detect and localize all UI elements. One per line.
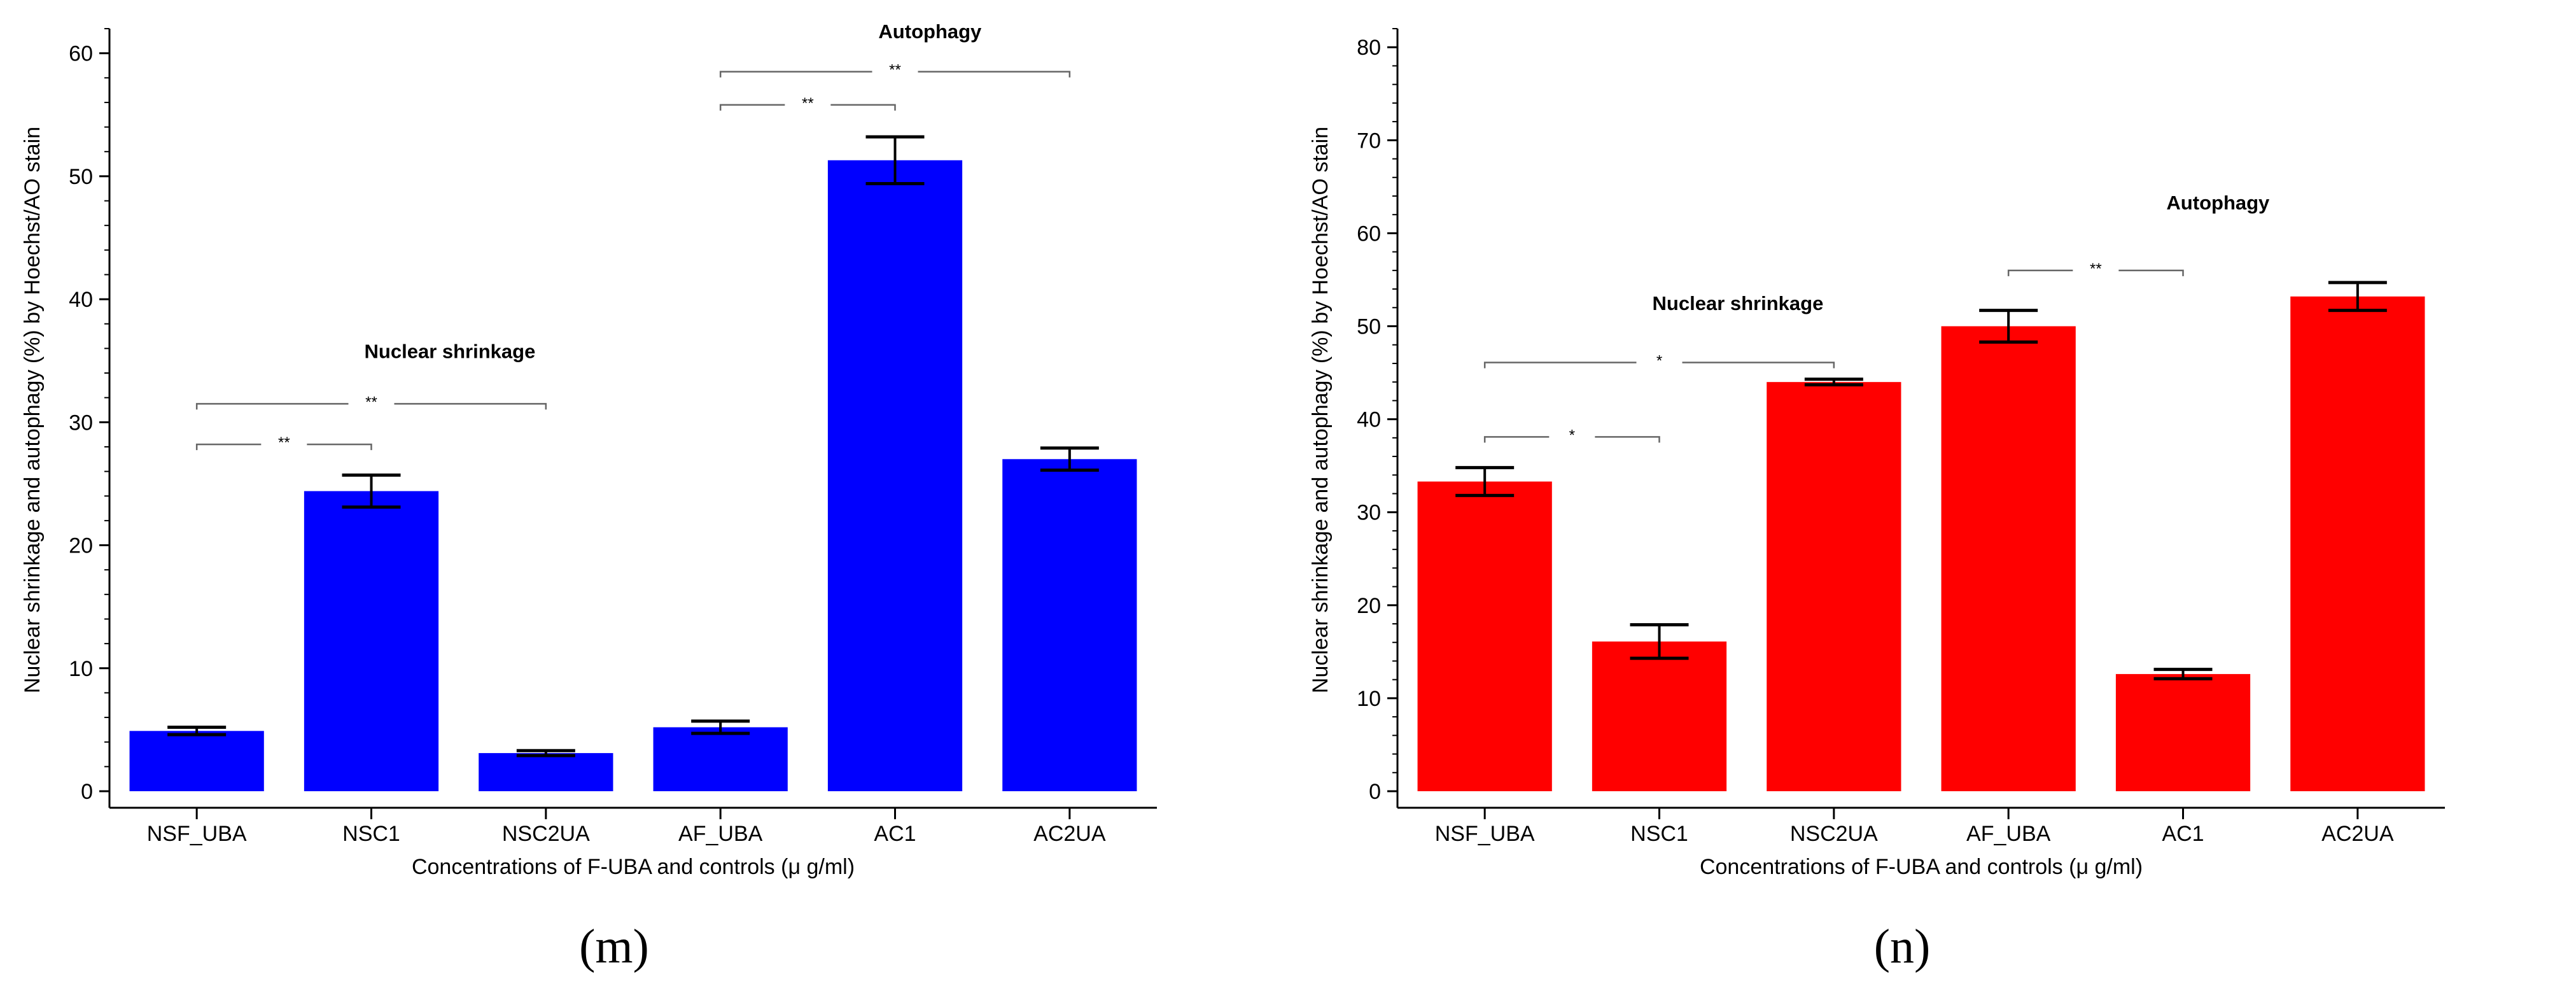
significance-bracket-right bbox=[830, 104, 896, 111]
bar-af-uba bbox=[653, 727, 788, 791]
y-tick-label: 40 bbox=[69, 288, 93, 312]
y-axis-label: Nuclear shrinkage and autophagy (%) by H… bbox=[1308, 127, 1333, 693]
significance-label: ** bbox=[365, 393, 377, 411]
y-tick-label: 60 bbox=[69, 42, 93, 66]
x-axis-label: Concentrations of F-UBA and controls (μ … bbox=[412, 855, 855, 879]
bar-nsc1 bbox=[304, 491, 439, 791]
x-tick-label: NSC1 bbox=[342, 822, 400, 846]
bar-ac1 bbox=[827, 160, 963, 792]
y-tick-label: 50 bbox=[1357, 315, 1381, 339]
y-tick-label: 50 bbox=[69, 165, 93, 189]
y-tick-label: 20 bbox=[69, 534, 93, 558]
x-tick-label: AC2UA bbox=[2321, 822, 2394, 846]
significance-bracket-right bbox=[918, 71, 1071, 78]
bar-nsf-uba bbox=[129, 731, 264, 791]
y-tick-label: 60 bbox=[1357, 222, 1381, 246]
y-tick-label: 40 bbox=[1357, 408, 1381, 432]
x-tick-label: AC1 bbox=[874, 822, 916, 846]
significance-bracket-left bbox=[719, 71, 872, 78]
panel-label: (m) bbox=[579, 920, 649, 973]
y-tick-label: 20 bbox=[1357, 594, 1381, 618]
chart-panel-n: 0 10 20 30 40 50 60 70 80 NSF_UBA NSC1 NSC2UA AF_UBA… bbox=[1288, 0, 2576, 993]
y-tick-label: 80 bbox=[1357, 36, 1381, 60]
significance-bracket-left bbox=[2007, 269, 2073, 276]
significance-bracket-left bbox=[719, 104, 785, 111]
bar-nsf-uba bbox=[1417, 481, 1552, 791]
bar-af-uba bbox=[1941, 326, 2076, 791]
significance-bracket-left bbox=[195, 443, 262, 451]
x-tick-label: AC2UA bbox=[1033, 822, 1106, 846]
x-tick-label: AF_UBA bbox=[678, 822, 763, 846]
significance-label: * bbox=[1656, 352, 1662, 369]
bar-ac2ua bbox=[2290, 296, 2425, 791]
y-tick-label: 10 bbox=[1357, 687, 1381, 711]
annotation-autophagy: Autophagy bbox=[2166, 192, 2270, 214]
panel-label: (n) bbox=[1874, 920, 1931, 973]
significance-bracket-right bbox=[394, 403, 547, 410]
y-tick-label: 70 bbox=[1357, 129, 1381, 153]
x-tick-label: NSF_UBA bbox=[147, 822, 247, 846]
significance-bracket-left bbox=[1483, 436, 1550, 443]
significance-bracket-right bbox=[2118, 269, 2184, 276]
x-tick-label: NSC1 bbox=[1630, 822, 1688, 846]
bar-nsc2ua bbox=[1767, 382, 1901, 791]
significance-bracket-right bbox=[1595, 436, 1660, 443]
significance-label: ** bbox=[2090, 260, 2102, 278]
significance-bracket-right bbox=[1682, 362, 1835, 369]
x-tick-label: AF_UBA bbox=[1966, 822, 2051, 846]
y-tick-label: 30 bbox=[1357, 501, 1381, 525]
significance-bracket-right bbox=[307, 443, 372, 451]
significance-bracket-left bbox=[1483, 362, 1637, 369]
bar-ac2ua bbox=[1002, 459, 1137, 791]
y-tick-label: 0 bbox=[81, 780, 93, 804]
y-tick-label: 10 bbox=[69, 657, 93, 681]
y-tick-label: 0 bbox=[1369, 780, 1381, 804]
bar-nsc2ua bbox=[479, 753, 613, 791]
x-tick-label: NSC2UA bbox=[502, 822, 590, 846]
chart-panel-m: 0 10 20 30 40 50 60 NSF_UBA NSC1 NSC2UA AF_UBA AC1 A… bbox=[20, 20, 1157, 973]
significance-bracket-left bbox=[195, 403, 349, 410]
x-tick-label: AC1 bbox=[2162, 822, 2204, 846]
y-tick-label: 30 bbox=[69, 411, 93, 435]
significance-label: ** bbox=[889, 62, 901, 79]
x-axis-label: Concentrations of F-UBA and controls (μ … bbox=[1700, 855, 2143, 879]
bar-nsc1 bbox=[1592, 641, 1727, 791]
annotation-autophagy: Autophagy bbox=[878, 20, 982, 43]
annotation-nuclear-shrinkage: Nuclear shrinkage bbox=[365, 340, 536, 362]
x-tick-label: NSC2UA bbox=[1790, 822, 1878, 846]
significance-label: ** bbox=[278, 434, 290, 451]
bar-ac1 bbox=[2115, 673, 2251, 791]
bar-chart-m: 0 10 20 30 40 50 60 NSF_UBA NSC1 NSC2UA AF_UBA AC1 A… bbox=[20, 20, 1157, 973]
bar-chart-n: 0 10 20 30 40 50 60 70 80 NSF_UBA NSC1 NSC2UA AF_UBA… bbox=[1308, 28, 2445, 973]
significance-label: * bbox=[1569, 426, 1575, 444]
significance-label: ** bbox=[802, 95, 814, 112]
annotation-nuclear-shrinkage: Nuclear shrinkage bbox=[1653, 292, 1824, 314]
x-tick-label: NSF_UBA bbox=[1435, 822, 1535, 846]
y-axis-label: Nuclear shrinkage and autophagy (%) by H… bbox=[20, 127, 45, 693]
